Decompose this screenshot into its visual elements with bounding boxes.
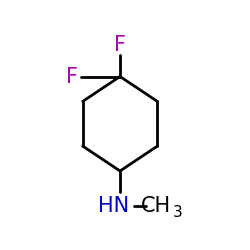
Text: F: F (66, 66, 78, 86)
Text: F: F (114, 36, 126, 56)
Text: 3: 3 (172, 205, 182, 220)
Text: CH: CH (141, 196, 171, 216)
Text: HN: HN (98, 196, 130, 216)
